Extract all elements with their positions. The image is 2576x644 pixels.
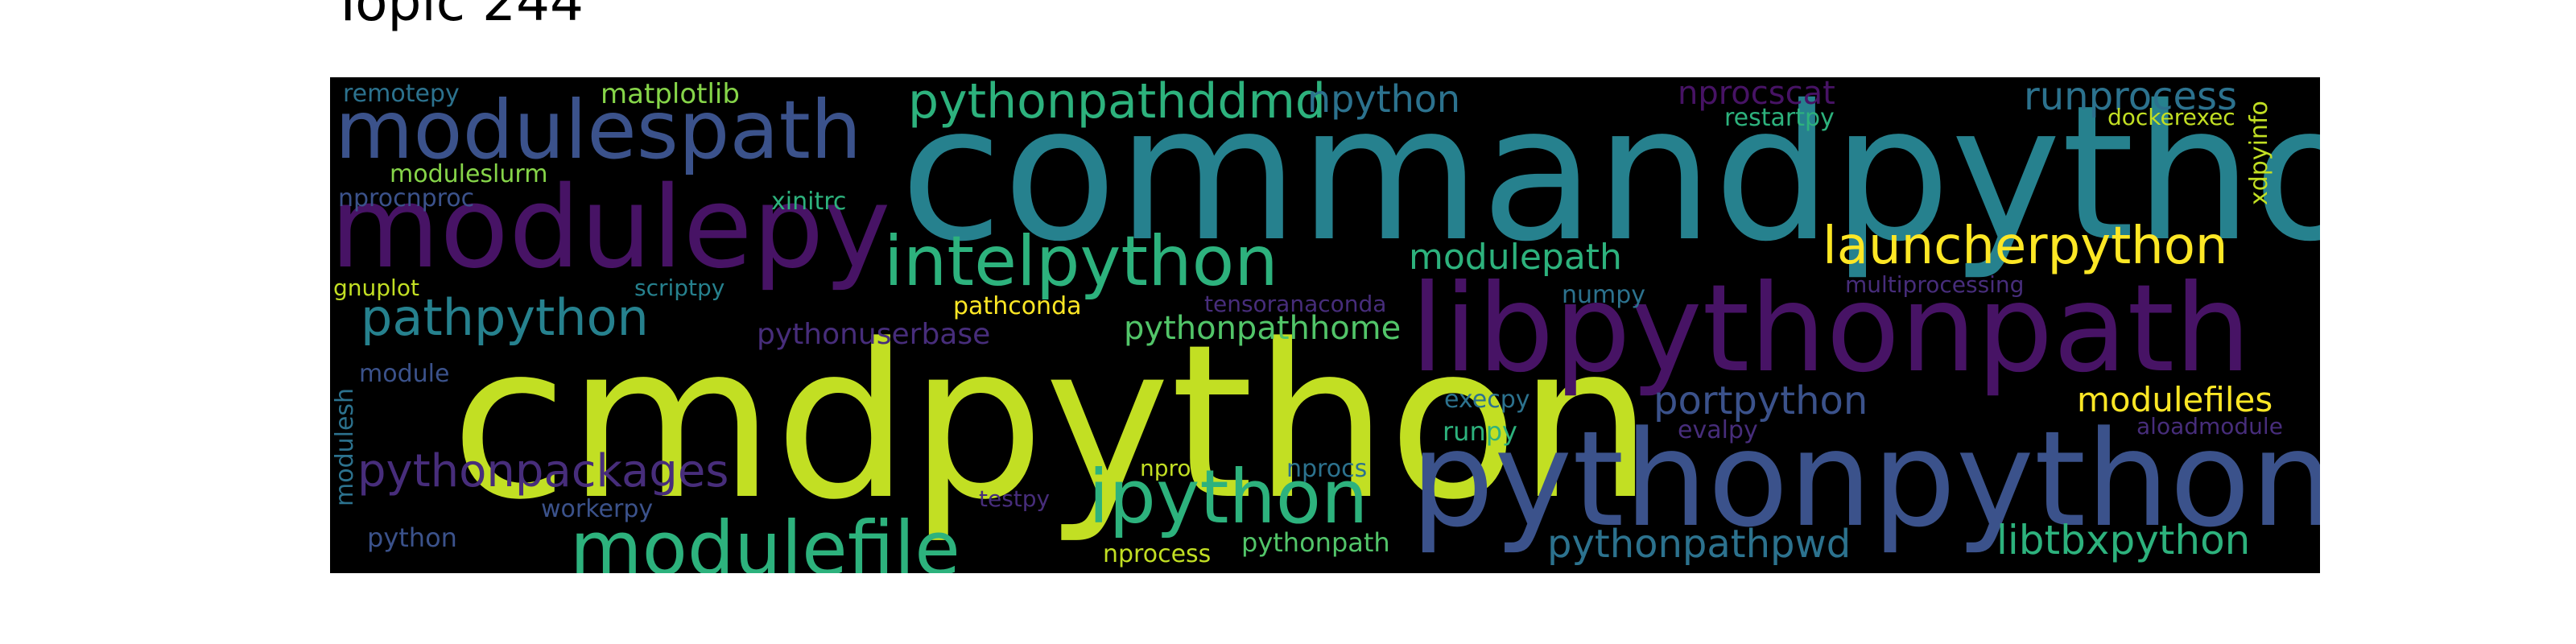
cloud-word-evalpy: evalpy [1678,416,1758,444]
cloud-word-pythonpathpwd: pythonpathpwd [1547,522,1852,567]
cloud-word-runpy: runpy [1443,416,1517,447]
cloud-word-nproc: nproc [1140,455,1203,481]
cloud-word-libpythonpath: libpythonpath [1410,259,2252,399]
cloud-word-module: module [359,360,450,388]
cloud-word-nprocscat: nprocscat [1678,77,1835,112]
cloud-word-runprocess: runprocess [2024,77,2238,119]
cloud-word-nprocess: nprocess [1103,540,1212,568]
cloud-word-numpy: numpy [1562,281,1646,309]
cloud-word-intelpython: intelpython [884,221,1278,302]
cloud-word-moduleslurm: moduleslurm [390,160,548,188]
cloud-word-libtbxpython: libtbxpython [1996,517,2251,564]
cloud-word-aloadmodule: aloadmodule [2136,413,2283,440]
cloud-word-execpy: execpy [1444,386,1530,414]
cloud-word-restartpy: restartpy [1724,104,1835,132]
cloud-word-modulefiles: modulefiles [2077,380,2273,419]
cloud-word-cmdpython: cmdpython [451,299,1653,547]
cloud-word-modulespath: modulespath [335,83,862,177]
cloud-word-pythonpython: pythonpython [1410,402,2320,556]
cloud-word-remotepy: remotepy [343,80,460,108]
word-cloud: commandpythoncmdpythonlibpythonpathpytho… [330,77,2320,573]
cloud-word-modulefile: modulefile [570,506,960,574]
cloud-word-testpy: testpy [979,485,1051,512]
cloud-word-tensoranaconda: tensoranaconda [1204,291,1387,317]
cloud-word-dockerexec: dockerexec [2107,104,2235,130]
cloud-word-pythonpathhome: pythonpathhome [1124,310,1402,347]
cloud-word-matplotlib: matplotlib [601,78,740,110]
cloud-word-pythonpathddmd: pythonpathddmd [908,77,1326,130]
cloud-word-npython: npython [1307,77,1461,121]
cloud-word-pythonuserbase: pythonuserbase [757,318,991,351]
cloud-word-pathconda: pathconda [953,292,1082,320]
cloud-word-ipython: ipython [1088,454,1368,540]
cloud-word-workerpy: workerpy [541,495,654,523]
cloud-word-pythonpath: pythonpath [1241,527,1390,558]
cloud-word-modulepy: modulepy [330,163,891,294]
cloud-word-nprocs: nprocs [1286,455,1368,483]
page-title: Topic 244 [332,0,584,33]
cloud-word-commandpython: commandpython [900,77,2320,283]
cloud-word-xinitrc: xinitrc [771,188,847,216]
cloud-word-scriptpy: scriptpy [634,275,725,301]
cloud-word-gnuplot: gnuplot [333,275,419,301]
cloud-word-launcherpython: launcherpython [1823,217,2228,276]
cloud-word-modulesh: modulesh [331,387,359,506]
cloud-word-pathpython: pathpython [361,288,649,347]
cloud-word-portpython: portpython [1653,378,1868,423]
cloud-word-multiprocessing: multiprocessing [1845,271,2025,298]
cloud-word-modulepath: modulepath [1409,237,1622,278]
cloud-word-pythonpackages: pythonpackages [357,445,729,497]
cloud-word-nprocnproc: nprocnproc [338,184,475,213]
cloud-word-xdpyinfo: xdpyinfo [2245,100,2273,205]
cloud-word-python: python [367,522,457,553]
